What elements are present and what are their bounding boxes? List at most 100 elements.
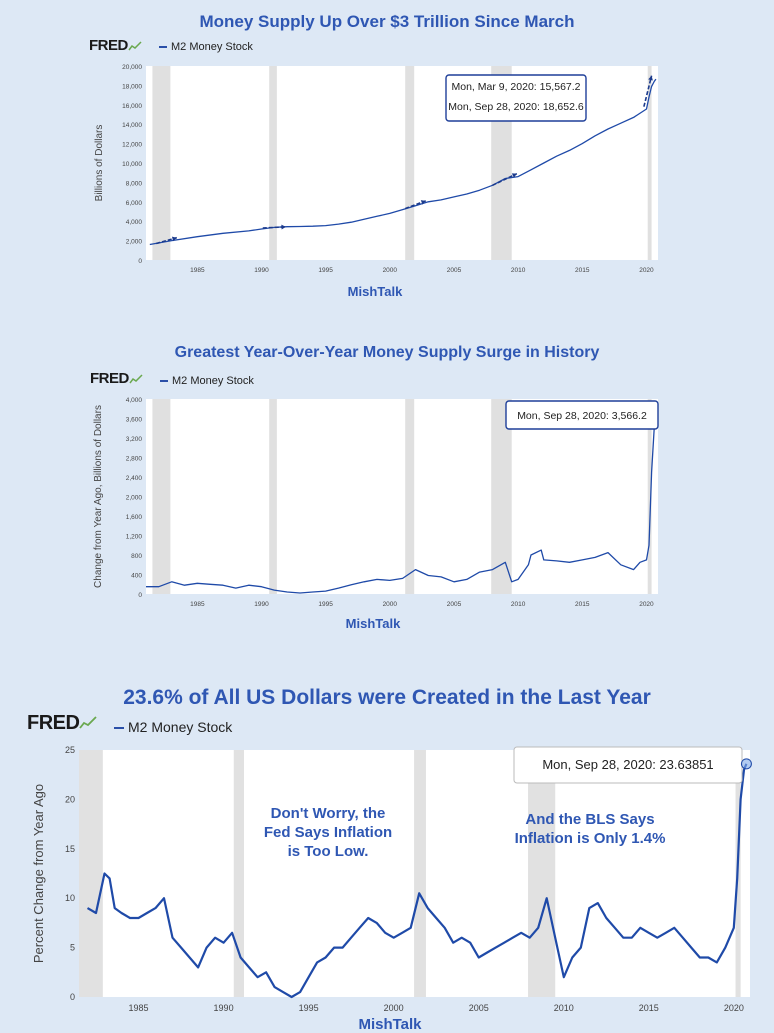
y-tick-label: 800 bbox=[131, 553, 142, 560]
y-tick-label: 16,000 bbox=[122, 103, 142, 110]
y-tick-label: 20,000 bbox=[122, 64, 142, 71]
y-axis-label: Percent Change from Year Ago bbox=[31, 784, 46, 963]
recession-band bbox=[528, 750, 556, 997]
x-tick-label: 1990 bbox=[254, 267, 269, 274]
recession-band bbox=[414, 750, 426, 997]
chart1-title: Money Supply Up Over $3 Trillion Since M… bbox=[199, 12, 575, 31]
tooltip-text: Mon, Sep 28, 2020: 3,566.2 bbox=[517, 410, 647, 422]
chart-2: 0 400 800 1,200 1,600 2,000 2,400 2,800 3,200 3,6… bbox=[93, 397, 659, 608]
x-tick-label: 1990 bbox=[254, 601, 269, 608]
x-tick-label: 1995 bbox=[318, 267, 333, 274]
recession-band bbox=[491, 399, 512, 594]
x-tick-label: 2010 bbox=[511, 601, 526, 608]
x-tick-label: 2015 bbox=[575, 601, 590, 608]
y-tick-label: 2,400 bbox=[126, 475, 143, 482]
x-tick-label: 2000 bbox=[383, 267, 398, 274]
annotation-line: Inflation is Only 1.4% bbox=[515, 830, 666, 847]
y-tick-label: 10,000 bbox=[122, 161, 142, 168]
y-tick-label: 3,600 bbox=[126, 417, 143, 424]
y-tick-label: 5 bbox=[70, 943, 75, 953]
y-tick-label: 15 bbox=[65, 844, 75, 854]
chart-1: 0 2,000 4,000 6,000 8,000 10,000 12,000 14,000 1… bbox=[94, 64, 658, 274]
y-tick-label: 6,000 bbox=[126, 200, 143, 207]
tooltip-box bbox=[505, 400, 659, 430]
series-line-m2 bbox=[146, 420, 657, 594]
chart1-xlabel: MishTalk bbox=[347, 284, 403, 299]
y-tick-label: 0 bbox=[138, 258, 142, 265]
x-tick-label: 2020 bbox=[724, 1003, 744, 1013]
x-tick-label: 2005 bbox=[469, 1003, 489, 1013]
recession-band bbox=[405, 66, 415, 260]
fred-logo: FRED bbox=[27, 712, 98, 735]
annotation-line: And the BLS Says bbox=[525, 811, 654, 828]
y-tick-label: 1,200 bbox=[126, 534, 143, 541]
legend-m2: M2 Money Stock bbox=[159, 41, 253, 53]
dashed-arrow bbox=[643, 75, 653, 107]
hover-point-marker bbox=[740, 758, 752, 770]
recession-band bbox=[152, 66, 171, 260]
recession-band bbox=[233, 750, 244, 997]
chart3-title: 23.6% of All US Dollars were Created in … bbox=[123, 686, 651, 709]
x-tick-label: 2020 bbox=[639, 267, 654, 274]
x-tick-label: 1995 bbox=[318, 601, 333, 608]
y-tick-label: 400 bbox=[131, 573, 142, 580]
y-tick-label: 0 bbox=[70, 992, 75, 1002]
x-tick-label: 1995 bbox=[299, 1003, 319, 1013]
x-tick-label: 2020 bbox=[639, 601, 654, 608]
y-tick-label: 2,000 bbox=[126, 239, 143, 246]
recession-band bbox=[269, 66, 277, 260]
x-tick-label: 2010 bbox=[554, 1003, 574, 1013]
annotation-text: And the BLS Says Inflation is Only 1.4% bbox=[515, 811, 666, 847]
y-tick-label: 25 bbox=[65, 745, 75, 755]
y-tick-label: 12,000 bbox=[122, 142, 142, 149]
y-tick-label: 10 bbox=[65, 893, 75, 903]
annotation-text: Don't Worry, the Fed Says Inflation is Too… bbox=[264, 805, 392, 860]
legend-m2: M2 Money Stock bbox=[160, 375, 254, 387]
y-tick-label: 18,000 bbox=[122, 83, 142, 90]
legend-m2: M2 Money Stock bbox=[114, 719, 232, 735]
arrow-head-icon bbox=[511, 173, 517, 178]
x-tick-label: 2015 bbox=[639, 1003, 659, 1013]
fred-spark-icon bbox=[129, 371, 143, 388]
recession-band bbox=[79, 750, 103, 997]
x-tick-label: 2015 bbox=[575, 267, 590, 274]
x-tick-label: 1985 bbox=[129, 1003, 149, 1013]
fred-spark-icon bbox=[79, 712, 98, 735]
y-tick-label: 8,000 bbox=[126, 180, 143, 187]
series-line-m2 bbox=[86, 763, 748, 999]
x-tick-label: 2005 bbox=[447, 267, 462, 274]
y-tick-label: 3,200 bbox=[126, 436, 143, 443]
x-tick-label: 2000 bbox=[384, 1003, 404, 1013]
dashed-arrow bbox=[492, 172, 518, 187]
fred-logo: FRED bbox=[89, 37, 142, 55]
recession-band bbox=[269, 399, 277, 594]
y-tick-label: 2,000 bbox=[126, 495, 143, 502]
y-tick-label: 4,000 bbox=[126, 397, 143, 404]
y-axis-label: Billions of Dollars bbox=[94, 125, 105, 202]
x-tick-label: 2000 bbox=[383, 601, 398, 608]
chart2-xlabel: MishTalk bbox=[345, 616, 401, 631]
annotation-line: Don't Worry, the bbox=[271, 805, 386, 822]
chart2-title: Greatest Year-Over-Year Money Supply Sur… bbox=[174, 344, 600, 361]
tooltip-text: Mon, Mar 9, 2020: 15,567.2 bbox=[452, 81, 581, 93]
y-tick-label: 20 bbox=[65, 794, 75, 804]
tooltip-box bbox=[445, 74, 587, 122]
x-tick-label: 1990 bbox=[214, 1003, 234, 1013]
arrow-head-icon bbox=[171, 236, 177, 242]
y-axis-label: Change from Year Ago, Billions of Dollar… bbox=[93, 405, 104, 588]
arrow-head-icon bbox=[420, 200, 426, 205]
fred-spark-icon bbox=[128, 38, 142, 55]
y-tick-label: 4,000 bbox=[126, 219, 143, 226]
arrow-head-icon bbox=[648, 75, 653, 81]
x-tick-label: 2010 bbox=[511, 267, 526, 274]
recession-band bbox=[152, 399, 171, 594]
chart-3: 0 5 10 15 20 25 1985 1990 1995 2000 2005 2010 2015 20… bbox=[31, 745, 752, 1013]
tooltip-text: Mon, Sep 28, 2020: 18,652.6 bbox=[448, 101, 584, 113]
tooltip-text: Mon, Sep 28, 2020: 23.63851 bbox=[542, 757, 713, 772]
arrow-head-icon bbox=[281, 224, 286, 230]
annotation-line: Fed Says Inflation bbox=[264, 824, 392, 841]
dashed-arrow bbox=[156, 236, 178, 245]
y-tick-label: 2,800 bbox=[126, 456, 143, 463]
x-tick-label: 1985 bbox=[190, 267, 205, 274]
